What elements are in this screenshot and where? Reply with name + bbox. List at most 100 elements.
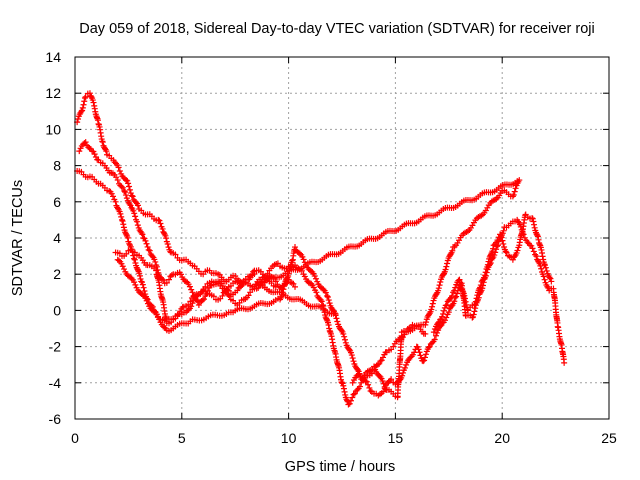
data-point — [292, 244, 299, 251]
data-point — [561, 359, 568, 366]
data-point — [341, 388, 348, 395]
data-point — [90, 99, 97, 106]
data-point — [484, 261, 491, 268]
data-point — [463, 301, 470, 308]
data-point — [530, 248, 537, 255]
data-point — [511, 253, 518, 260]
data-point — [134, 222, 141, 229]
data-point — [155, 313, 162, 320]
data-point — [126, 240, 133, 247]
data-point — [444, 260, 451, 267]
data-point — [195, 301, 202, 308]
data-point — [541, 276, 548, 283]
y-tick-label: 2 — [53, 266, 61, 282]
data-point — [537, 262, 544, 269]
data-point — [485, 258, 492, 265]
data-point — [417, 352, 424, 359]
data-point — [114, 177, 121, 184]
data-point — [529, 215, 536, 222]
data-point — [313, 289, 320, 296]
data-point — [512, 185, 519, 192]
data-point — [112, 198, 119, 205]
data-point — [159, 225, 166, 232]
data-point — [351, 390, 358, 397]
data-point — [365, 381, 372, 388]
data-point — [272, 283, 279, 290]
data-point — [155, 216, 162, 223]
data-point — [531, 221, 538, 228]
data-point — [347, 397, 354, 404]
data-point — [416, 349, 423, 356]
data-point — [456, 276, 463, 283]
data-point — [514, 247, 521, 254]
data-point — [163, 279, 170, 286]
data-point — [482, 269, 489, 276]
data-point — [210, 293, 217, 300]
data-point — [283, 275, 290, 282]
data-point — [341, 333, 348, 340]
data-point — [426, 343, 433, 350]
data-point — [500, 240, 507, 247]
data-point — [165, 244, 172, 251]
data-point — [318, 298, 325, 305]
data-point — [300, 256, 307, 263]
y-tick-label: -4 — [49, 375, 62, 391]
data-point — [425, 344, 432, 351]
data-point — [82, 139, 89, 146]
data-point — [538, 265, 545, 272]
data-points — [74, 90, 568, 408]
data-point — [422, 321, 429, 328]
data-point — [86, 90, 93, 97]
data-point — [447, 251, 454, 258]
data-point — [332, 311, 339, 318]
data-point — [199, 297, 206, 304]
data-point — [121, 266, 128, 273]
data-point — [441, 317, 448, 324]
data-point — [91, 151, 98, 158]
data-point — [490, 245, 497, 252]
data-point — [471, 301, 478, 308]
data-point — [465, 307, 472, 314]
data-point — [320, 286, 327, 293]
data-point — [74, 115, 81, 122]
y-tick-label: 0 — [53, 302, 61, 318]
data-point — [380, 354, 387, 361]
data-point — [78, 108, 85, 115]
data-point — [363, 378, 370, 385]
data-point — [136, 272, 143, 279]
data-point — [110, 193, 117, 200]
data-point — [492, 249, 499, 256]
data-point — [511, 188, 518, 195]
data-point — [131, 255, 138, 262]
data-point — [472, 301, 479, 308]
data-point — [245, 292, 252, 299]
data-point — [548, 278, 555, 285]
x-tick-label: 15 — [388, 430, 404, 446]
data-point — [128, 192, 135, 199]
data-point — [146, 247, 153, 254]
data-point — [356, 383, 363, 390]
data-point — [402, 364, 409, 371]
data-point — [80, 101, 87, 108]
data-point — [452, 284, 459, 291]
data-point — [439, 313, 446, 320]
data-point — [122, 192, 129, 199]
data-point — [349, 355, 356, 362]
data-point — [340, 385, 347, 392]
data-point — [546, 274, 553, 281]
data-point — [120, 221, 127, 228]
data-point — [423, 319, 430, 326]
data-point — [481, 272, 488, 279]
data-point — [188, 286, 195, 293]
data-point — [381, 383, 388, 390]
data-point — [340, 382, 347, 389]
data-point — [431, 326, 438, 333]
data-point — [449, 293, 456, 300]
data-point — [367, 387, 374, 394]
data-point — [421, 357, 428, 364]
data-point — [461, 292, 468, 299]
data-point — [366, 384, 373, 391]
data-point — [469, 314, 476, 321]
data-point — [433, 290, 440, 297]
data-point — [502, 248, 509, 255]
